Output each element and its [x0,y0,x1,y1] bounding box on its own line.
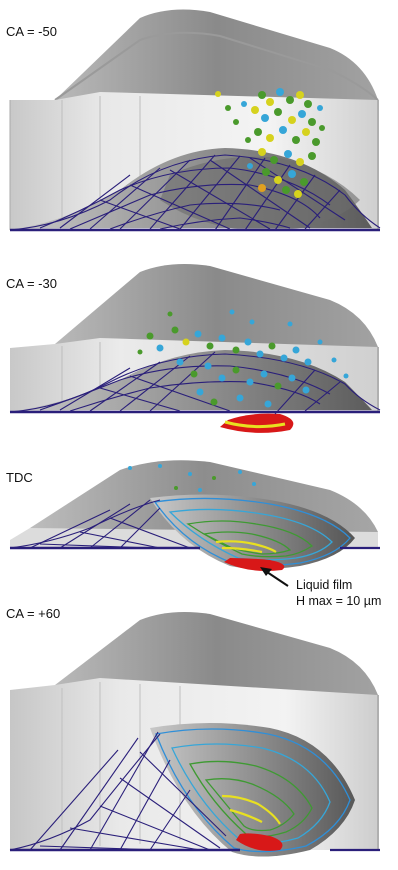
liquid-film-annotation: Liquid film H max = 10 µm [296,577,381,609]
annotation-line-1: Liquid film [296,578,353,592]
panel-label: TDC [6,470,33,485]
panel-ca-minus-50: CA = -50 [0,0,398,240]
annotation-line-2: H max = 10 µm [296,594,382,608]
combustion-chamber-render [9,612,380,857]
combustion-chamber-render [9,460,380,587]
panel-ca-plus-60: CA = +60 [0,600,398,870]
panel-tdc: TDC [0,448,398,598]
panel-label: CA = +60 [6,606,61,621]
panel-label: CA = -50 [6,24,57,39]
combustion-chamber-render [9,9,381,232]
panel-label: CA = -30 [6,276,57,291]
panel-ca-minus-30: CA = -30 [0,252,398,442]
combustion-chamber-render [9,264,381,433]
